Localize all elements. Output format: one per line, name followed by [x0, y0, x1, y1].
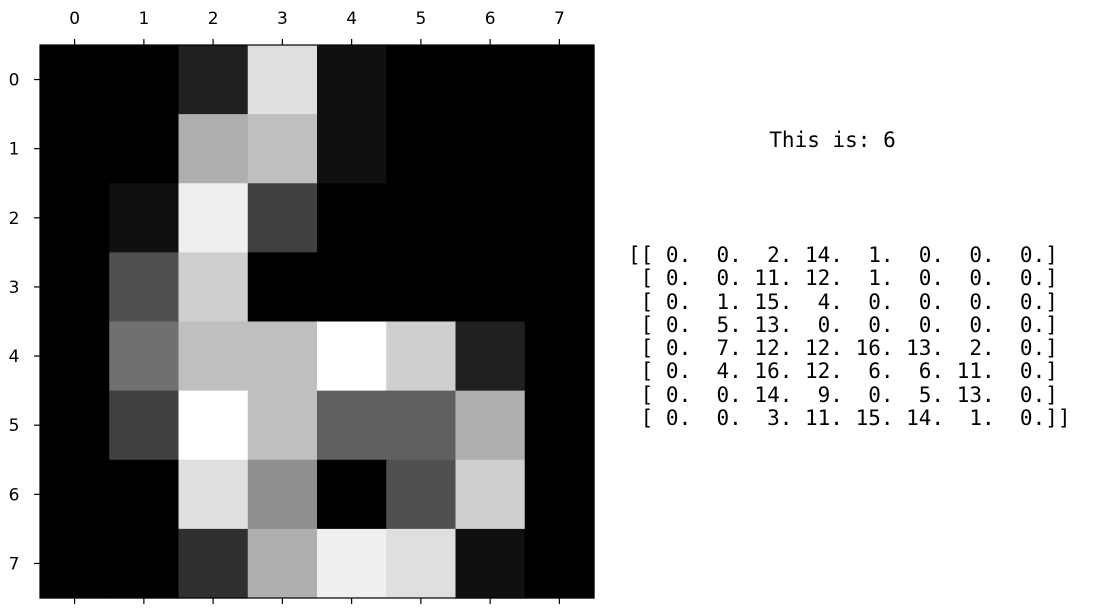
- y-tick-label: 5: [9, 416, 20, 436]
- matrix-row: [ 0. 0. 3. 11. 15. 14. 1. 0.]]: [628, 406, 1071, 431]
- heatmap-cell: [317, 321, 387, 392]
- heatmap-cell: [386, 252, 457, 323]
- heatmap-cell: [178, 183, 249, 253]
- heatmap-cell: [524, 45, 595, 115]
- heatmap-cell: [178, 45, 249, 115]
- x-tick-label: 2: [208, 9, 219, 29]
- prediction-caption: This is: 6: [769, 128, 896, 152]
- heatmap-cell: [317, 390, 387, 461]
- heatmap-cell: [524, 321, 595, 392]
- heatmap-cell: [317, 459, 387, 530]
- heatmap-cell: [524, 459, 595, 530]
- matrix-row: [ 0. 0. 11. 12. 1. 0. 0. 0.]: [628, 266, 1058, 291]
- x-tick-label: 6: [485, 9, 496, 29]
- x-tick-label: 3: [277, 9, 288, 29]
- heatmap-cell: [455, 528, 526, 599]
- axis-ticks: 0 1 2 3 4 5 6 7 0 1 2 3 4 5 6 7: [9, 9, 565, 604]
- x-tick-label: 0: [69, 9, 80, 29]
- plot-frame: [39, 44, 595, 599]
- heatmap-cell: [109, 114, 180, 184]
- heatmap-cell: [178, 459, 249, 530]
- heatmap-cell: [40, 390, 110, 461]
- heatmap-cell: [386, 183, 457, 253]
- heatmap-cell: [247, 459, 318, 530]
- heatmap-cell: [40, 45, 110, 115]
- pixel-matrix: [[ 0. 0. 2. 14. 1. 0. 0. 0.] [ 0. 0. 11.…: [628, 243, 1098, 431]
- heatmap-cell: [455, 252, 526, 323]
- heatmap-cell: [524, 390, 595, 461]
- heatmap-cell: [386, 390, 457, 461]
- heatmap-cell: [247, 252, 318, 323]
- heatmap-cell: [178, 252, 249, 323]
- x-tick-label: 1: [138, 9, 149, 29]
- heatmap-cell: [40, 321, 110, 392]
- heatmap-cell: [524, 252, 595, 323]
- digit-heatmap: 0 1 2 3 4 5 6 7 0 1 2 3 4 5 6 7: [9, 9, 595, 604]
- y-tick-label: 4: [9, 347, 20, 367]
- heatmap-cell: [317, 183, 387, 253]
- heatmap-cell: [455, 114, 526, 184]
- heatmap-cell: [317, 528, 387, 599]
- y-tick-label: 6: [9, 485, 20, 505]
- heatmap-cell: [178, 114, 249, 184]
- y-tick-label: 1: [9, 140, 20, 160]
- heatmap-cell: [386, 45, 457, 115]
- heatmap-cell: [109, 252, 180, 323]
- heatmap-cell: [109, 528, 180, 599]
- matrix-row: [ 0. 4. 16. 12. 6. 6. 11. 0.]: [628, 359, 1058, 384]
- heatmap-cell: [455, 321, 526, 392]
- heatmap-cell: [247, 45, 318, 115]
- heatmap-cell: [247, 114, 318, 184]
- heatmap-cell: [40, 114, 110, 184]
- y-tick-label: 3: [9, 278, 20, 298]
- heatmap-cell: [455, 459, 526, 530]
- heatmap-cell: [40, 252, 110, 323]
- matrix-row: [ 0. 0. 14. 9. 0. 5. 13. 0.]: [628, 382, 1058, 407]
- heatmap-cell: [109, 459, 180, 530]
- x-tick-label: 5: [415, 9, 426, 29]
- matrix-row: [ 0. 7. 12. 12. 16. 13. 2. 0.]: [628, 336, 1058, 361]
- y-tick-label: 7: [9, 554, 20, 574]
- heatmap-cell: [178, 528, 249, 599]
- x-tick-label: 7: [554, 9, 565, 29]
- heatmap-cells: [40, 45, 595, 599]
- heatmap-cell: [317, 114, 387, 184]
- heatmap-cell: [247, 528, 318, 599]
- heatmap-cell: [386, 321, 457, 392]
- heatmap-cell: [386, 459, 457, 530]
- heatmap-cell: [247, 183, 318, 253]
- matrix-row: [ 0. 1. 15. 4. 0. 0. 0. 0.]: [628, 289, 1058, 314]
- heatmap-cell: [109, 45, 180, 115]
- heatmap-cell: [109, 321, 180, 392]
- heatmap-cell: [455, 390, 526, 461]
- heatmap-cell: [524, 114, 595, 184]
- heatmap-cell: [178, 321, 249, 392]
- heatmap-cell: [317, 45, 387, 115]
- heatmap-cell: [524, 528, 595, 599]
- heatmap-cell: [247, 321, 318, 392]
- heatmap-cell: [247, 390, 318, 461]
- heatmap-cell: [386, 528, 457, 599]
- heatmap-cell: [40, 459, 110, 530]
- heatmap-cell: [317, 252, 387, 323]
- y-tick-label: 2: [9, 209, 20, 229]
- heatmap-cell: [455, 183, 526, 253]
- x-tick-label: 4: [346, 9, 357, 29]
- heatmap-cell: [109, 390, 180, 461]
- heatmap-cell: [386, 114, 457, 184]
- matrix-row: [ 0. 5. 13. 0. 0. 0. 0. 0.]: [628, 312, 1058, 337]
- matrix-row: [[ 0. 0. 2. 14. 1. 0. 0. 0.]: [628, 243, 1058, 267]
- y-tick-label: 0: [9, 71, 20, 91]
- heatmap-cell: [40, 528, 110, 599]
- heatmap-cell: [524, 183, 595, 253]
- heatmap-cell: [455, 45, 526, 115]
- heatmap-cell: [109, 183, 180, 253]
- heatmap-cell: [40, 183, 110, 253]
- heatmap-cell: [178, 390, 249, 461]
